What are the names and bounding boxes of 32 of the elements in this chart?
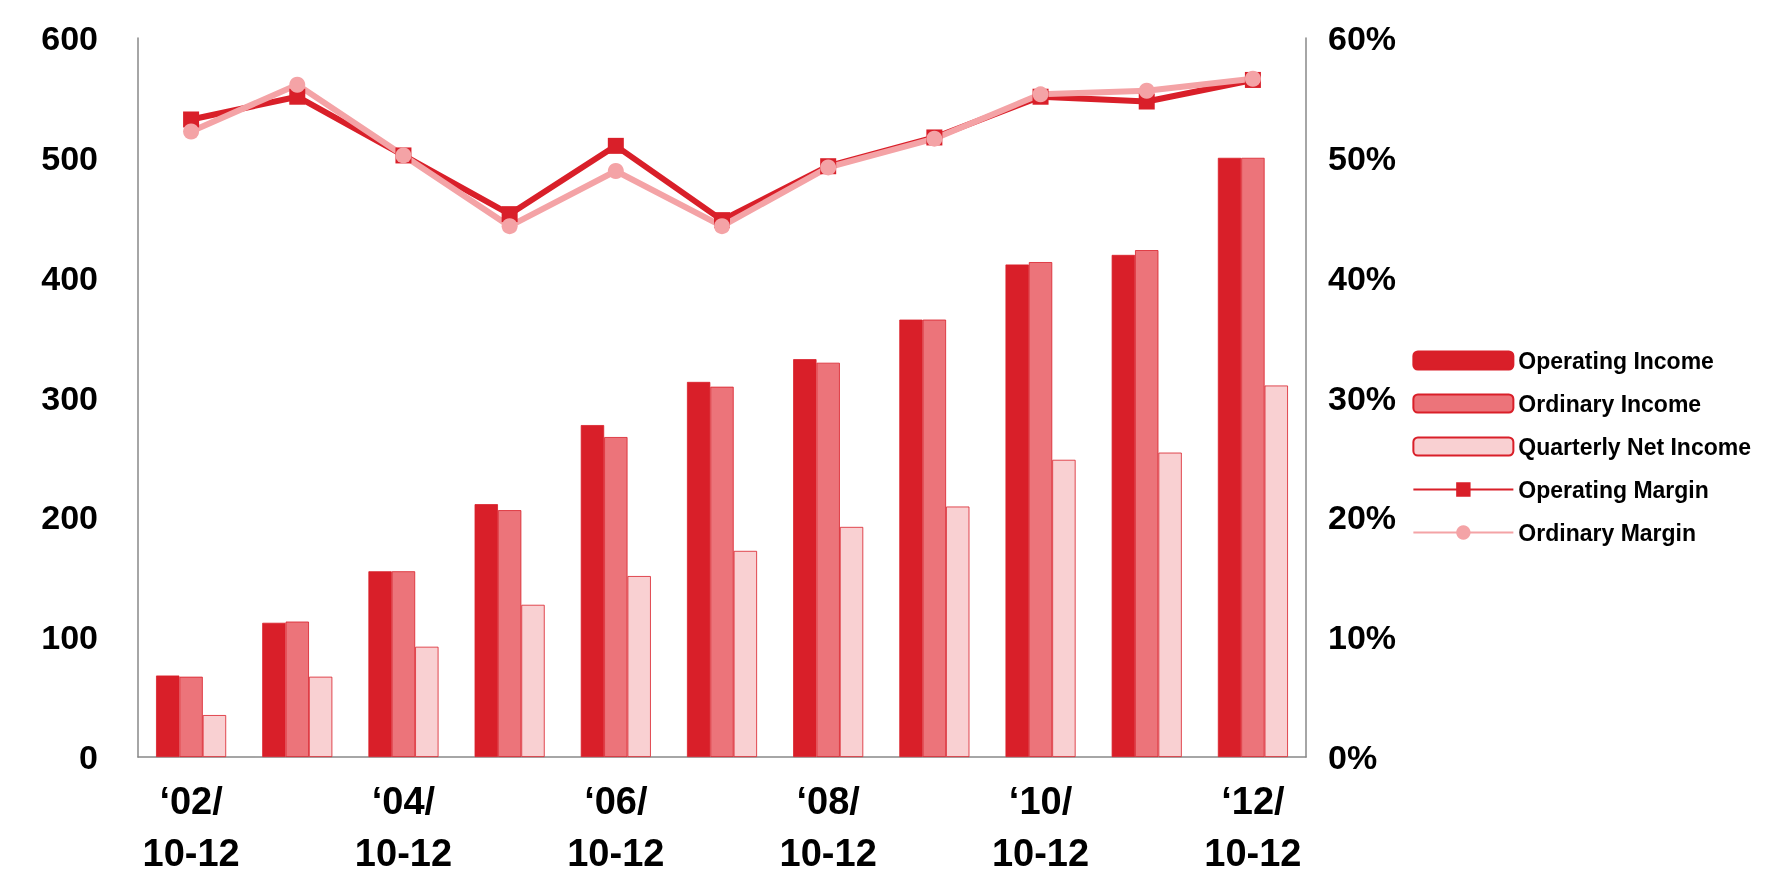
legend-label: Quarterly Net Income — [1518, 433, 1752, 460]
x-tick-label: ‘06/ 10-12 — [567, 780, 665, 874]
x-tick-label: ‘12/ 10-12 — [1204, 780, 1302, 874]
y-tick-label: 100 — [41, 618, 98, 657]
legend-label: Operating Income — [1518, 347, 1714, 374]
y2-tick-label: 60% — [1328, 19, 1397, 57]
x-tick-label: ‘02/ 10-12 — [142, 780, 240, 874]
y2-tick-label: 40% — [1328, 258, 1397, 297]
y-tick-label: 400 — [41, 258, 98, 297]
point — [607, 163, 624, 180]
y-tick-label: 300 — [41, 378, 98, 417]
y-tick-label: 500 — [41, 138, 98, 177]
y2-tick-label: 20% — [1328, 498, 1397, 537]
y-tick-label: 600 — [41, 19, 98, 57]
y2-tick-label: 0% — [1328, 738, 1378, 776]
y2-tick-label: 10% — [1328, 618, 1397, 657]
x-tick-label: ‘04/ 10-12 — [354, 780, 453, 874]
legend-label: Ordinary Margin — [1518, 519, 1697, 546]
legend-label: Operating Margin — [1518, 476, 1709, 503]
x-tick-label: ‘08/ 10-12 — [779, 780, 877, 874]
x-tick-label: ‘10/ 10-12 — [991, 780, 1090, 874]
point — [714, 218, 730, 235]
y-tick-label: 0 — [79, 738, 98, 776]
point — [1138, 82, 1155, 99]
point — [289, 76, 306, 93]
point — [607, 137, 624, 154]
y2-tick-label: 30% — [1328, 378, 1397, 417]
point — [501, 218, 518, 235]
point — [183, 123, 200, 140]
y2-tick-label: 50% — [1328, 138, 1397, 177]
y-tick-label: 200 — [41, 498, 98, 537]
legend-label: Ordinary Income — [1518, 390, 1702, 417]
